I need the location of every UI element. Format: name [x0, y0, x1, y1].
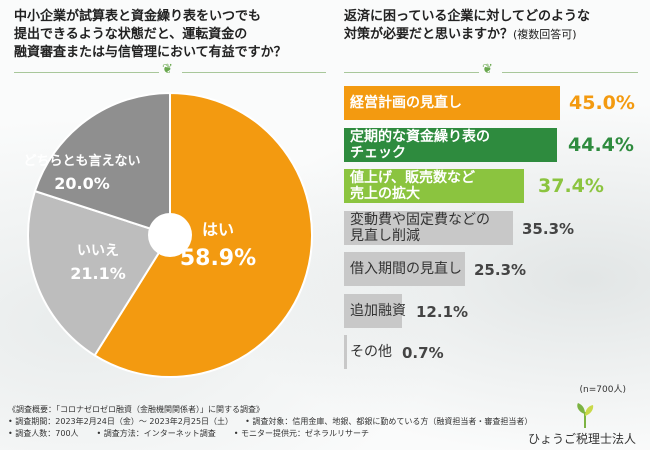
bar-1 — [344, 127, 558, 162]
bar-label-3: 変動費や固定費などの 見直し削減 — [350, 212, 490, 244]
bar-row-2: 値上げ、販売数など 売上の拡大 37.4% — [344, 169, 644, 203]
bar-row-1: 定期的な資金繰り表の チェック 44.4% — [344, 127, 644, 162]
pie-label-2: どちらとも言えない — [23, 153, 140, 169]
left-divider-right — [182, 72, 326, 73]
bar-label-line: 追加融資 — [350, 302, 406, 319]
bar-row-5: 追加融資 12.1% — [344, 293, 644, 328]
footer-row-1: • 調査期間：2023年2月24日（金）〜 2023年2月25日（土） • 調査対… — [8, 416, 532, 428]
right-question-line2: 対策が必要だと思いますか？(複数回答可) — [344, 26, 590, 44]
pie-value-0: 58.9% — [180, 246, 256, 271]
bar-row-3: 変動費や固定費などの 見直し削減 35.3% — [344, 210, 644, 245]
survey-title: 《調査概要：「コロナゼロゼロ融資（金融機関関係者）」に関する調査》 — [8, 405, 264, 414]
bar-value-2: 37.4% — [538, 175, 604, 197]
bar-label-line: 変動費や固定費などの — [350, 211, 490, 228]
bar-label-line: チェック — [350, 144, 406, 161]
multiple-answer-note: (複数回答可) — [513, 28, 577, 41]
bar-value-1: 44.4% — [568, 133, 634, 156]
bar-2 — [344, 169, 524, 203]
sample-size: (n=700人) — [579, 385, 626, 395]
survey-method: • 調査方法：インターネット調査 — [96, 429, 216, 438]
pie-center-hole — [148, 213, 192, 257]
bar-0 — [344, 86, 560, 120]
left-question-line2: 提出できるような状態だと、運転資金の — [14, 27, 248, 42]
bar-label-0: 経営計画の見直し — [350, 95, 462, 111]
bar-label-line: 定期的な資金繰り表の — [350, 128, 490, 145]
leaf-icon: ❦ — [162, 62, 173, 77]
left-divider-left — [14, 72, 159, 73]
bar-label-4: 借入期間の見直し — [350, 261, 462, 277]
pie-label-0: はい — [202, 220, 234, 239]
survey-footer: 《調査概要：「コロナゼロゼロ融資（金融機関関係者）」に関する調査》 • 調査期間… — [8, 404, 532, 440]
right-divider-left — [344, 72, 479, 73]
survey-monitor: • モニター提供元：ゼネラルリサーチ — [233, 429, 370, 438]
pie-value-2: 20.0% — [54, 174, 110, 193]
bar-label-line: 売上の拡大 — [350, 186, 420, 202]
bar-value-5: 12.1% — [416, 302, 469, 321]
bar-label-line: 見直し削減 — [350, 227, 420, 244]
bar-value-3: 35.3% — [522, 219, 575, 238]
bar-label-1: 定期的な資金繰り表の チェック — [350, 129, 490, 161]
pie-value-1: 21.1% — [70, 264, 126, 283]
bar-label-line: 借入期間の見直し — [350, 261, 462, 277]
right-question-line2-text: 対策が必要だと思いますか？ — [344, 27, 514, 42]
bar-4 — [344, 252, 466, 286]
leaf-icon: ❦ — [482, 62, 493, 77]
pie-slice-1 — [27, 189, 172, 357]
sprout-icon — [577, 403, 594, 428]
bar-5 — [344, 293, 403, 328]
pie-slice-0 — [93, 91, 313, 378]
bar-3 — [344, 210, 514, 245]
survey-period: • 調査期間：2023年2月24日（金）〜 2023年2月25日（土） — [8, 417, 234, 426]
company-logo: ひょうご税理士法人 — [518, 400, 644, 446]
bar-6 — [344, 335, 348, 369]
left-question-line1: 中小企業が試算表と資金繰り表をいつでも — [14, 9, 262, 24]
bar-value-0: 45.0% — [569, 92, 635, 114]
bar-label-line: 値上げ、販売数など — [350, 170, 476, 186]
bar-label-5: 追加融資 — [350, 303, 406, 319]
logo-text: ひょうご税理士法人 — [528, 432, 637, 446]
pie-label-1: いいえ — [77, 243, 119, 259]
bar-row-6: その他 0.7% — [344, 335, 644, 369]
footer-row-2: • 調査人数：700人 • 調査方法：インターネット調査 • モニター提供元：ゼネラ… — [8, 428, 532, 440]
bar-row-0: 経営計画の見直し 45.0% — [344, 86, 644, 120]
bar-label-6: その他 — [350, 344, 392, 360]
bar-label-line: その他 — [350, 344, 392, 360]
bar-value-4: 25.3% — [474, 261, 527, 279]
survey-people: • 調査人数：700人 — [8, 429, 79, 438]
bar-label-2: 値上げ、販売数など 売上の拡大 — [350, 170, 475, 202]
pie-chart: はい 58.9% いいえ 21.1% どちらとも言えない 20.0% — [23, 91, 313, 378]
pie-slice-2 — [33, 91, 171, 237]
left-question: 中小企業が試算表と資金繰り表をいつでも 提出できるような状態だと、運転資金の 融… — [14, 8, 287, 62]
bar-row-4: 借入期間の見直し 25.3% — [344, 252, 644, 286]
right-question: 返済に困っている企業に対してどのような 対策が必要だと思いますか？(複数回答可) — [344, 8, 590, 44]
right-divider-right — [502, 72, 638, 73]
bar-label-line: 経営計画の見直し — [350, 95, 462, 111]
survey-target: • 調査対象：信用金庫、地銀、都銀に勤めている方（融資担当者・審査担当者） — [245, 417, 533, 426]
left-question-line3: 融資審査または与信管理において有益ですか？ — [14, 45, 287, 60]
bar-value-6: 0.7% — [402, 344, 444, 362]
right-question-line1: 返済に困っている企業に対してどのような — [344, 9, 590, 24]
